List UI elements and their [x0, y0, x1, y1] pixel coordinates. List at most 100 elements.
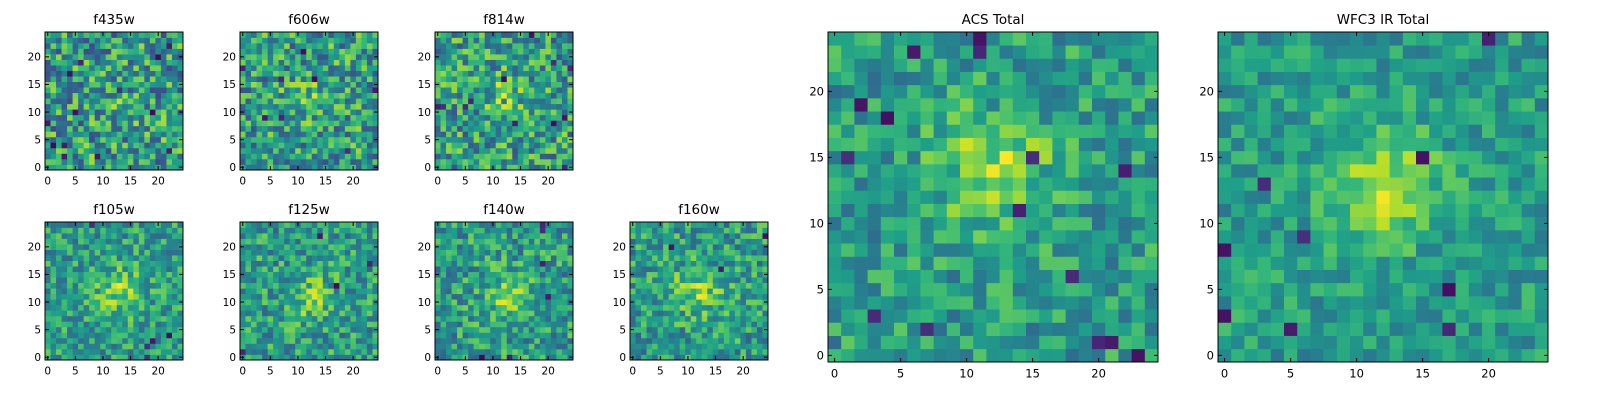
heatmap-cell	[344, 153, 351, 160]
heatmap-cell	[745, 310, 752, 317]
heatmap-cell	[245, 37, 252, 44]
heatmap-cell	[328, 348, 335, 355]
heatmap-cell	[317, 222, 324, 228]
heatmap-cell	[501, 131, 508, 138]
heatmap-cell	[144, 260, 151, 267]
heatmap-cell	[160, 343, 167, 350]
heatmap-cell	[278, 81, 285, 88]
heatmap-cell	[245, 131, 252, 138]
heatmap-cell	[138, 227, 145, 234]
heatmap-cell	[946, 203, 961, 218]
heatmap-cell	[479, 59, 486, 66]
heatmap-cell	[149, 120, 156, 127]
heatmap-cell	[473, 131, 480, 138]
heatmap-cell	[751, 260, 758, 267]
heatmap-cell	[278, 92, 285, 99]
heatmap-cell	[512, 103, 519, 110]
heatmap-cell	[473, 125, 480, 132]
heatmap-cell	[490, 48, 497, 55]
heatmap-cell	[67, 70, 73, 77]
heatmap-cell	[512, 282, 519, 289]
heatmap-cell	[635, 321, 642, 328]
heatmap-cell	[457, 109, 463, 116]
heatmap-cell	[273, 76, 279, 83]
heatmap-cell	[328, 153, 335, 160]
heatmap-cell	[350, 343, 357, 350]
heatmap-cell	[94, 238, 101, 245]
heatmap-cell	[435, 98, 441, 105]
heatmap-cell	[366, 304, 373, 311]
heatmap-cell	[1144, 256, 1159, 270]
heatmap-cell	[1144, 296, 1159, 310]
heatmap-cell	[946, 269, 961, 284]
heatmap-cell	[149, 125, 156, 132]
heatmap-cell	[171, 321, 178, 328]
heatmap-cell	[1052, 309, 1066, 323]
heatmap-cell	[663, 304, 669, 311]
heatmap-cell	[999, 348, 1014, 363]
heatmap-cell	[512, 260, 519, 267]
heatmap-cell	[72, 249, 79, 256]
heatmap-cell	[696, 271, 703, 278]
heatmap-cell	[646, 227, 653, 234]
heatmap-cell	[440, 81, 447, 88]
heatmap-cell	[50, 348, 57, 355]
heatmap-cell	[740, 277, 747, 284]
heatmap-cell	[630, 227, 636, 234]
heatmap-cell	[56, 332, 62, 339]
heatmap-cell	[740, 304, 747, 311]
heatmap-cell	[78, 131, 84, 138]
heatmap-cell	[328, 271, 335, 278]
heatmap-cell	[451, 299, 458, 306]
heatmap-cell	[473, 153, 480, 160]
heatmap-cell	[451, 271, 458, 278]
heatmap-cell	[177, 233, 184, 239]
heatmap-cell	[300, 59, 307, 66]
heatmap-cell	[339, 293, 346, 300]
heatmap-cell	[251, 343, 257, 350]
heatmap-cell	[435, 48, 441, 55]
heatmap-cell	[344, 92, 351, 99]
heatmap-cell	[723, 299, 730, 306]
heatmap-cell	[171, 81, 178, 88]
heatmap-cell	[328, 142, 335, 149]
heatmap-cell	[756, 326, 763, 333]
heatmap-cell	[440, 255, 447, 261]
heatmap-cell	[550, 120, 557, 127]
heatmap-cell	[663, 277, 669, 284]
heatmap-cell	[100, 304, 107, 311]
heatmap-cell	[89, 255, 96, 261]
heatmap-cell	[523, 260, 530, 267]
heatmap-cell	[339, 136, 346, 143]
heatmap-cell	[490, 299, 497, 306]
heatmap-cell	[361, 227, 368, 234]
heatmap-cell	[674, 326, 681, 333]
heatmap-cell	[561, 70, 568, 77]
heatmap-cell	[534, 120, 541, 127]
heatmap-cell	[734, 271, 741, 278]
heatmap-cell	[89, 48, 96, 55]
heatmap-cell	[484, 304, 491, 311]
heatmap-cell	[78, 343, 84, 350]
heatmap-cell	[333, 120, 340, 127]
heatmap-cell	[960, 348, 974, 363]
heatmap-cell	[144, 76, 151, 83]
heatmap-cell	[171, 244, 178, 250]
heatmap-cell	[479, 332, 486, 339]
heatmap-cell	[490, 271, 497, 278]
heatmap-cell	[567, 48, 574, 55]
heatmap-cell	[133, 37, 140, 44]
heatmap-cell	[545, 153, 552, 160]
heatmap-cell	[372, 76, 379, 83]
heatmap-cell	[712, 310, 719, 317]
heatmap-cell	[828, 348, 842, 363]
heatmap-cell	[133, 332, 140, 339]
heatmap-cell	[534, 153, 541, 160]
heatmap-cell	[1105, 216, 1119, 231]
heatmap-cell	[630, 277, 636, 284]
heatmap-cell	[372, 158, 379, 165]
heatmap-cell	[556, 277, 563, 284]
heatmap-cell	[457, 54, 463, 60]
heatmap-cell	[105, 48, 112, 55]
